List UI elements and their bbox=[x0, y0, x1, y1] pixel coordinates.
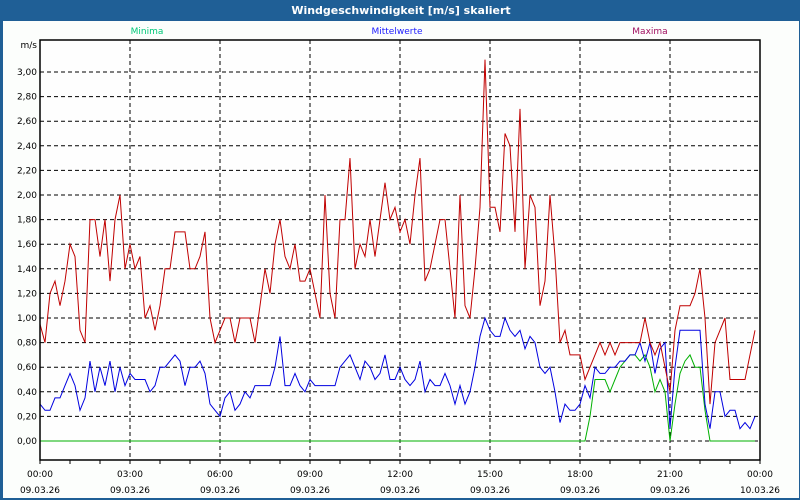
x-tick-time: 18:00 bbox=[567, 470, 593, 480]
x-tick-time: 00:00 bbox=[27, 470, 53, 480]
x-tick-time: 00:00 bbox=[747, 470, 773, 480]
y-tick-label: 1,00 bbox=[17, 314, 37, 324]
x-tick-date: 10.03.26 bbox=[740, 486, 780, 496]
y-tick-label: 1,40 bbox=[17, 265, 37, 275]
x-tick-time: 09:00 bbox=[297, 470, 323, 480]
y-tick-label: 1,80 bbox=[17, 216, 37, 226]
y-tick-label: 0,00 bbox=[17, 437, 37, 447]
y-tick-label: 1,60 bbox=[17, 240, 37, 250]
y-tick-label: 1,20 bbox=[17, 289, 37, 299]
plot-border bbox=[39, 39, 761, 461]
y-tick-label: 0,60 bbox=[17, 363, 37, 373]
x-tick-date: 09.03.26 bbox=[650, 486, 690, 496]
y-tick-label: 2,00 bbox=[17, 191, 37, 201]
x-tick-date: 09.03.26 bbox=[380, 486, 420, 496]
series-line-minima bbox=[40, 353, 755, 442]
x-tick-date: 09.03.26 bbox=[110, 486, 150, 496]
x-tick-date: 09.03.26 bbox=[560, 486, 600, 496]
y-tick-label: 2,40 bbox=[17, 142, 37, 152]
y-axis-unit: m/s bbox=[21, 41, 38, 51]
x-tick-time: 21:00 bbox=[657, 470, 683, 480]
y-tick-label: 0,80 bbox=[17, 339, 37, 349]
legend-item-maxima: Maxima bbox=[632, 27, 667, 37]
y-tick-label: 0,40 bbox=[17, 388, 37, 398]
x-tick-time: 15:00 bbox=[477, 470, 503, 480]
y-tick-label: 0,20 bbox=[17, 412, 37, 422]
x-tick-date: 09.03.26 bbox=[470, 486, 510, 496]
x-tick-date: 09.03.26 bbox=[290, 486, 330, 496]
x-tick-date: 09.03.26 bbox=[20, 486, 60, 496]
y-tick-label: 2,20 bbox=[17, 166, 37, 176]
x-tick-time: 06:00 bbox=[207, 470, 233, 480]
series-line-maxima bbox=[39, 59, 756, 405]
x-tick-time: 12:00 bbox=[387, 470, 413, 480]
legend-item-minima: Minima bbox=[131, 27, 164, 37]
window-title: Windgeschwindigkeit [m/s] skaliert bbox=[291, 4, 511, 17]
y-tick-label: 3,00 bbox=[17, 68, 37, 78]
legend-item-mittelwerte: Mittelwerte bbox=[371, 27, 422, 37]
x-tick-date: 09.03.26 bbox=[200, 486, 240, 496]
y-tick-label: 2,60 bbox=[17, 117, 37, 127]
x-tick-time: 03:00 bbox=[117, 470, 143, 480]
y-tick-label: 2,80 bbox=[17, 93, 37, 103]
series-line-mittelwerte bbox=[39, 316, 756, 430]
